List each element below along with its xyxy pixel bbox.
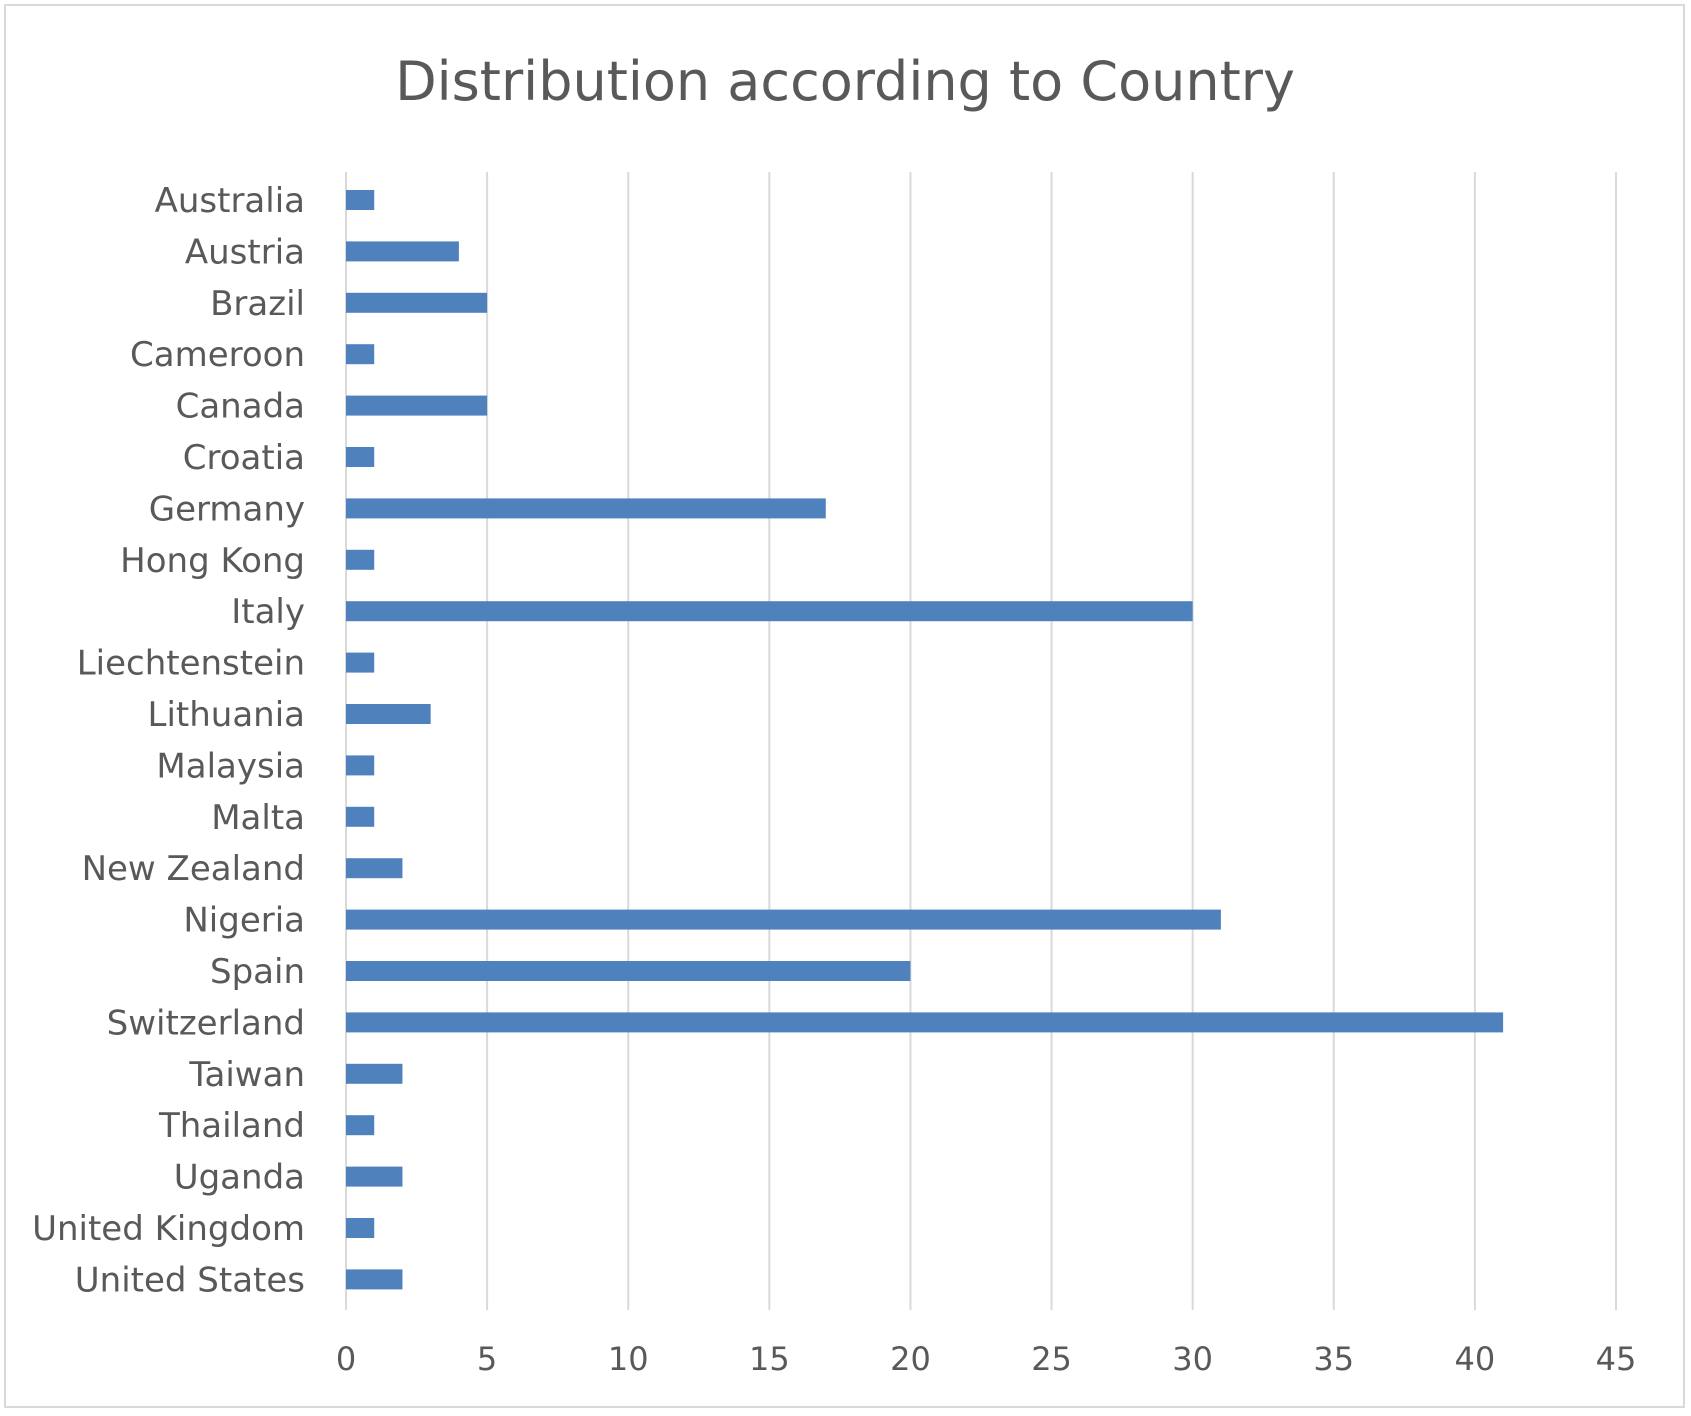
x-tick-label: 10 (608, 1340, 649, 1378)
chart-frame (4, 4, 1685, 1408)
x-tick-label: 35 (1313, 1340, 1354, 1378)
category-label: United Kingdom (32, 1209, 305, 1249)
grid-lines (345, 172, 1617, 1310)
x-tick-labels: 0 5 10 15 20 25 30 35 40 45 (336, 1340, 1637, 1378)
bar-liechtenstein (346, 652, 375, 673)
bar-australia (346, 190, 375, 210)
bar-new-zealand (346, 858, 403, 879)
bar-taiwan (346, 1063, 403, 1084)
bar-italy (346, 601, 1193, 622)
category-label: Germany (149, 489, 305, 529)
bars (346, 190, 1504, 1290)
category-label: Spain (210, 952, 305, 992)
bar-lithuania (346, 704, 431, 724)
x-tick-label: 45 (1596, 1340, 1637, 1378)
category-label: Italy (231, 592, 305, 632)
bar-spain (346, 961, 911, 981)
bar-thailand (346, 1115, 375, 1136)
category-label: Malta (211, 798, 305, 838)
category-label: Brazil (210, 284, 305, 324)
bar-nigeria (346, 909, 1221, 930)
x-tick-label: 25 (1031, 1340, 1072, 1378)
bar-cameroon (346, 344, 375, 365)
category-label: Nigeria (183, 901, 305, 941)
bar-croatia (346, 447, 375, 467)
category-label: Austria (185, 232, 305, 272)
category-label: New Zealand (82, 849, 305, 889)
bar-malaysia (346, 755, 375, 776)
x-tick-label: 30 (1172, 1340, 1213, 1378)
category-label: Australia (155, 181, 305, 221)
bar-united-states (346, 1269, 403, 1290)
x-tick-label: 5 (477, 1340, 497, 1378)
bar-canada (346, 395, 488, 416)
category-label: Malaysia (156, 746, 305, 786)
category-label: Hong Kong (120, 541, 305, 581)
bar-malta (346, 806, 375, 827)
bar-uganda (346, 1166, 403, 1187)
category-label: United States (75, 1260, 305, 1300)
category-labels: Australia Austria Brazil Cameroon Canada Croa… (32, 181, 305, 1300)
bar-austria (346, 241, 459, 262)
category-label: Switzerland (107, 1003, 305, 1043)
chart-title: Distribution according to Country (395, 50, 1295, 113)
category-label: Thailand (158, 1106, 305, 1146)
bar-hong-kong (346, 549, 375, 570)
bar-switzerland (346, 1012, 1504, 1033)
bar-brazil (346, 292, 488, 313)
category-label: Croatia (183, 438, 305, 478)
x-tick-label: 40 (1455, 1340, 1496, 1378)
category-label: Liechtenstein (77, 644, 305, 684)
x-tick-label: 15 (749, 1340, 790, 1378)
bar-united-kingdom (346, 1218, 375, 1238)
category-label: Canada (176, 387, 305, 427)
category-label: Lithuania (148, 695, 305, 735)
category-label: Uganda (174, 1158, 305, 1198)
bar-germany (346, 498, 826, 519)
x-tick-label: 0 (336, 1340, 356, 1378)
x-tick-label: 20 (890, 1340, 931, 1378)
category-label: Taiwan (188, 1055, 305, 1095)
category-label: Cameroon (130, 335, 305, 375)
